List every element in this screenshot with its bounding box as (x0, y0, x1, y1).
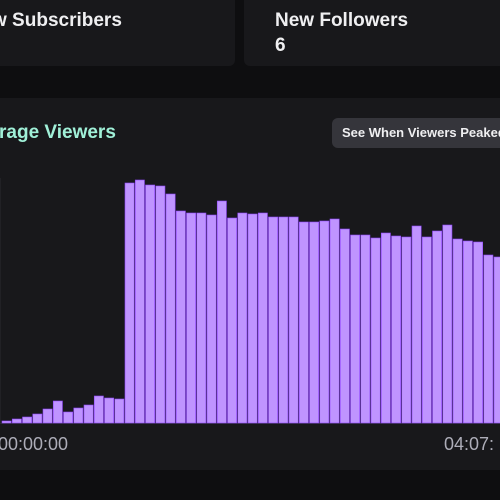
chart-bar[interactable] (462, 240, 473, 424)
chart-bar[interactable] (93, 395, 104, 424)
chart-bar[interactable] (73, 407, 84, 424)
chart-title: rage Viewers (0, 122, 116, 143)
chart-bar[interactable] (442, 224, 453, 424)
chart-bar[interactable] (237, 212, 248, 424)
chart-bar[interactable] (216, 200, 227, 424)
chart-bar[interactable] (473, 241, 483, 424)
subscribers-card: w Subscribers (0, 0, 235, 66)
chart-bar[interactable] (391, 235, 401, 424)
chart-bar[interactable] (298, 221, 309, 424)
chart-bar[interactable] (114, 398, 125, 424)
chart-bar[interactable] (124, 182, 135, 424)
chart-bar[interactable] (432, 230, 442, 424)
followers-value: 6 (275, 35, 286, 56)
chart-bar[interactable] (288, 216, 299, 424)
chart-bar[interactable] (42, 408, 53, 424)
followers-card: New Followers 6 (244, 0, 500, 66)
chart-bar[interactable] (206, 214, 217, 424)
chart-bar[interactable] (483, 254, 494, 424)
chart-bar[interactable] (268, 216, 278, 424)
chart-bar[interactable] (52, 400, 63, 424)
chart-bar[interactable] (104, 397, 114, 424)
subscribers-label: w Subscribers (0, 10, 122, 31)
chart-bar[interactable] (360, 234, 371, 424)
chart-bar[interactable] (380, 232, 391, 424)
chart-bar[interactable] (175, 210, 186, 424)
chart-bar[interactable] (401, 236, 412, 424)
chart-bar[interactable] (319, 220, 330, 424)
chart-bar[interactable] (278, 216, 289, 424)
chart-bar[interactable] (134, 179, 145, 424)
chart-bar[interactable] (452, 238, 463, 424)
chart-bar[interactable] (145, 184, 155, 424)
followers-label: New Followers (275, 10, 409, 31)
chart-bar[interactable] (493, 256, 500, 424)
chart-bar[interactable] (1, 420, 12, 424)
chart-bars (1, 179, 500, 424)
chart-bar[interactable] (83, 404, 94, 424)
chart-bar[interactable] (63, 411, 73, 424)
chart-bar[interactable] (247, 213, 258, 424)
chart-bar[interactable] (22, 416, 32, 424)
chart-bar[interactable] (350, 234, 360, 424)
chart-bar[interactable] (196, 212, 207, 424)
chart-bar[interactable] (11, 418, 22, 424)
time-start-label: 00:00:00 (0, 434, 69, 454)
time-end-label: 04:07: (444, 434, 495, 454)
chart-bar[interactable] (257, 212, 268, 424)
chart-bar[interactable] (421, 236, 432, 424)
chart-bar[interactable] (339, 228, 350, 424)
chart-bar[interactable] (329, 218, 340, 424)
chart-bar[interactable] (370, 237, 381, 424)
chart-bar[interactable] (309, 221, 319, 424)
chart-bar[interactable] (32, 413, 43, 424)
chart-bar[interactable] (165, 193, 176, 424)
see-viewers-peaked-button[interactable]: See When Viewers Peaked (332, 118, 500, 148)
chart-bar[interactable] (186, 212, 196, 424)
chart-bar[interactable] (155, 185, 166, 424)
chart-bar[interactable] (227, 217, 237, 424)
chart-bar[interactable] (411, 225, 422, 424)
